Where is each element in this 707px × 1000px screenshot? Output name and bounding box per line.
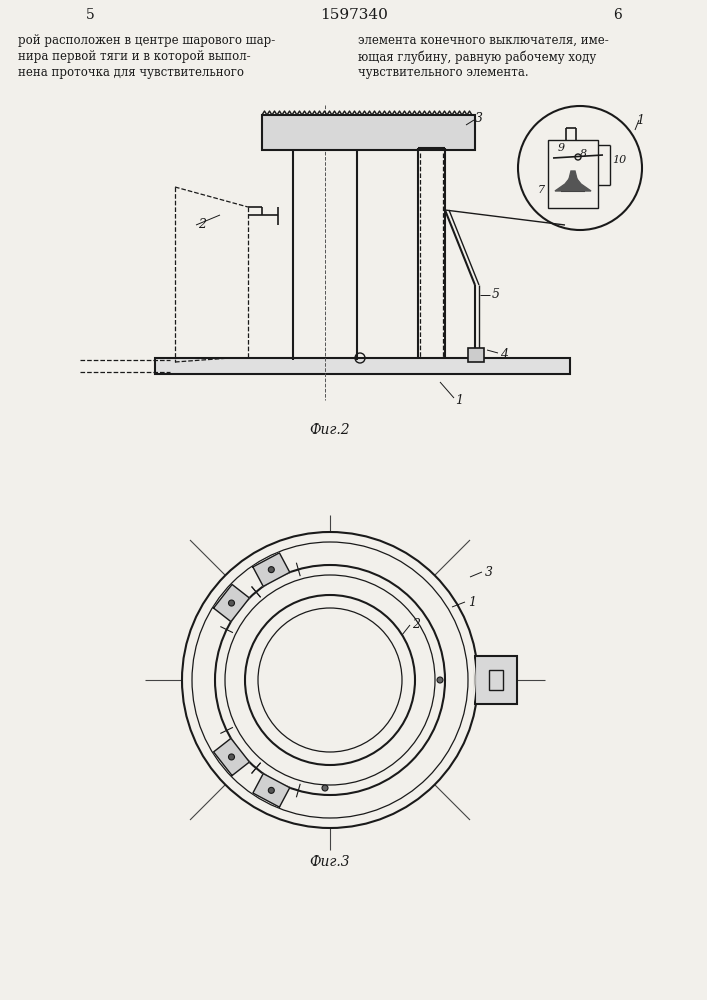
- Text: 3: 3: [475, 111, 483, 124]
- Circle shape: [258, 608, 402, 752]
- Text: чувствительного элемента.: чувствительного элемента.: [358, 66, 529, 79]
- Text: 1597340: 1597340: [320, 8, 388, 22]
- Text: 1: 1: [636, 113, 644, 126]
- Circle shape: [269, 787, 274, 793]
- Text: элемента конечного выключателя, име-: элемента конечного выключателя, име-: [358, 34, 609, 47]
- Polygon shape: [555, 179, 591, 191]
- Circle shape: [228, 754, 235, 760]
- Text: 9: 9: [558, 143, 565, 153]
- Text: 1: 1: [468, 595, 476, 608]
- Circle shape: [322, 785, 328, 791]
- Circle shape: [215, 565, 445, 795]
- Text: 6: 6: [614, 8, 622, 22]
- Polygon shape: [214, 738, 250, 776]
- Text: 10: 10: [612, 155, 626, 165]
- Circle shape: [518, 106, 642, 230]
- Bar: [548, 140, 598, 208]
- Text: ющая глубину, равную рабочему ходу: ющая глубину, равную рабочему ходу: [358, 50, 596, 64]
- Polygon shape: [214, 584, 250, 622]
- Text: нена проточка для чувствительного: нена проточка для чувствительного: [18, 66, 244, 79]
- Polygon shape: [253, 774, 290, 807]
- Polygon shape: [253, 553, 290, 586]
- Circle shape: [269, 567, 274, 573]
- Text: Фиг.3: Фиг.3: [310, 855, 350, 869]
- Bar: [155, 358, 570, 374]
- Text: Фиг.2: Фиг.2: [310, 423, 350, 437]
- Bar: [262, 115, 475, 150]
- Text: нира первой тяги и в которой выпол-: нира первой тяги и в которой выпол-: [18, 50, 250, 63]
- Text: рой расположен в центре шарового шар-: рой расположен в центре шарового шар-: [18, 34, 275, 47]
- Text: 4: 4: [500, 349, 508, 361]
- Circle shape: [182, 532, 478, 828]
- Text: 7: 7: [538, 185, 545, 195]
- Text: 3: 3: [485, 566, 493, 578]
- Text: 5: 5: [492, 288, 500, 302]
- Circle shape: [192, 542, 468, 818]
- Circle shape: [245, 595, 415, 765]
- Text: 2: 2: [412, 618, 420, 632]
- Text: 2: 2: [198, 219, 206, 232]
- Polygon shape: [569, 171, 577, 179]
- Text: 1: 1: [455, 393, 463, 406]
- Circle shape: [228, 600, 235, 606]
- Bar: [475, 656, 517, 704]
- Text: 8: 8: [580, 149, 587, 159]
- Bar: [489, 670, 503, 690]
- Text: 5: 5: [86, 8, 94, 22]
- Bar: [468, 348, 484, 362]
- Circle shape: [437, 677, 443, 683]
- Circle shape: [225, 575, 435, 785]
